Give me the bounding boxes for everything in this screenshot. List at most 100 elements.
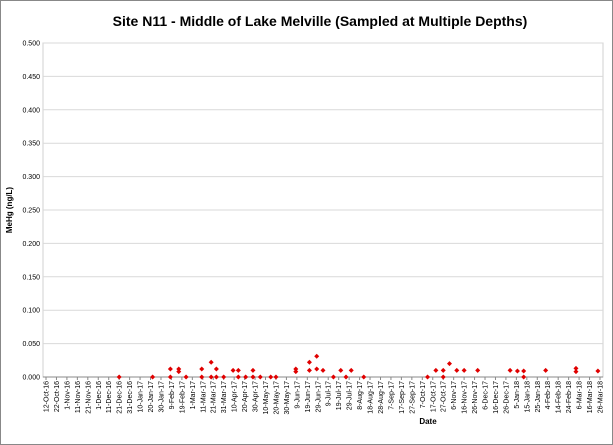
data-point [268,374,274,380]
data-point [273,374,279,380]
x-tick-label: 19-Jun-17 [305,381,312,413]
data-point [314,366,320,372]
x-tick-label: 7-Sep-17 [388,381,395,410]
x-tick-label: 30-Apr-17 [253,381,260,412]
data-point [243,374,249,380]
x-tick-label: 30-May-17 [284,381,291,415]
y-tick-label: 0.000 [22,375,40,382]
data-point [343,374,349,380]
x-tick-label: 16-Mar-18 [587,381,594,413]
x-tick-label: 29-Jun-17 [315,381,322,413]
data-point [314,353,320,359]
data-point [235,374,241,380]
y-tick-label: 0.400 [22,107,40,114]
x-tick-label: 20-May-17 [273,381,280,415]
x-tick-label: 24-Feb-18 [566,381,573,413]
data-point [446,361,452,367]
data-point [208,374,214,380]
data-point [167,366,173,372]
x-tick-label: 5-Jan-18 [514,381,521,409]
y-tick-label: 0.500 [22,41,40,48]
x-tick-label: 26-Dec-17 [503,381,510,414]
x-tick-label: 14-Feb-18 [556,381,563,413]
data-point [338,367,344,373]
data-point [176,369,182,375]
x-tick-label: 27-Oct-17 [441,381,448,412]
x-tick-label: 10-Apr-17 [232,381,239,412]
x-tick-label: 6-Nov-17 [451,381,458,410]
x-tick-label: 11-Mar-17 [200,381,207,413]
data-point [461,367,467,373]
chart-title: Site N11 - Middle of Lake Melville (Samp… [113,13,528,29]
x-tick-label: 22-Oct-16 [54,381,61,412]
x-tick-label: 26-Nov-17 [472,381,479,414]
x-tick-label: 25-Jan-18 [535,381,542,413]
data-point [257,374,263,380]
data-point [348,367,354,373]
x-tick-label: 21-Mar-17 [211,381,218,413]
data-point [425,374,431,380]
y-tick-label: 0.200 [22,241,40,248]
x-tick-label: 6-Mar-18 [577,381,584,410]
x-tick-label: 11-Dec-16 [106,381,113,413]
data-point [440,367,446,373]
y-tick-label: 0.150 [22,274,40,281]
data-point [293,369,299,375]
data-point [514,368,520,374]
data-point [573,365,579,371]
data-point [116,374,122,380]
data-point [521,374,527,380]
x-tick-label: 1-Dec-16 [96,381,103,410]
data-point [330,374,336,380]
data-point [221,374,227,380]
x-tick-label: 29-Jul-17 [347,381,354,410]
data-point [573,369,579,375]
y-tick-label: 0.100 [22,308,40,315]
x-tick-label: 20-Jan-17 [148,381,155,413]
data-point [235,367,241,373]
x-tick-label: 4-Feb-18 [545,381,552,410]
x-tick-label: 19-Feb-17 [179,381,186,413]
x-tick-label: 6-Dec-17 [483,381,490,410]
data-point [306,367,312,373]
x-tick-label: 16-Dec-17 [493,381,500,414]
y-axis-label: MeHg (ng/L) [5,187,14,234]
x-tick-label: 7-Oct-17 [420,381,427,408]
x-tick-label: 20-Apr-17 [242,381,249,412]
data-point [475,367,481,373]
x-tick-label: 17-Sep-17 [399,381,406,414]
data-point [507,367,513,373]
y-tick-label: 0.050 [22,341,40,348]
y-tick-label: 0.350 [22,141,40,148]
x-tick-label: 26-Mar-18 [598,381,605,413]
x-tick-label: 16-Nov-17 [462,381,469,414]
x-tick-label: 27-Sep-17 [409,381,416,414]
data-point [361,374,367,380]
x-tick-label: 31-Dec-16 [127,381,134,414]
data-point [213,366,219,372]
data-point [250,367,256,373]
data-point [199,374,205,380]
data-point [521,368,527,374]
x-tick-label: 21-Nov-16 [85,381,92,414]
x-tick-label: 8-Aug-17 [357,381,364,410]
x-tick-label: 21-Dec-16 [117,381,124,414]
data-point [199,366,205,372]
x-tick-label: 12-Oct-16 [44,381,51,412]
x-axis-label: Date [419,417,437,426]
data-point [543,367,549,373]
x-tick-label: 9-Jul-17 [326,381,333,406]
data-point [176,366,182,372]
x-tick-label: 1-Nov-16 [64,381,71,410]
data-point [595,368,601,374]
x-tick-label: 10-May-17 [263,381,270,415]
data-point [293,366,299,372]
x-tick-label: 17-Oct-17 [430,381,437,412]
x-tick-label: 10-Jan-17 [138,381,145,413]
x-tick-label: 19-Jul-17 [336,381,343,410]
data-point [183,374,189,380]
x-tick-label: 1-Mar-17 [190,381,197,410]
x-tick-label: 11-Nov-16 [75,381,82,413]
x-tick-label: 9-Jun-17 [294,381,301,409]
